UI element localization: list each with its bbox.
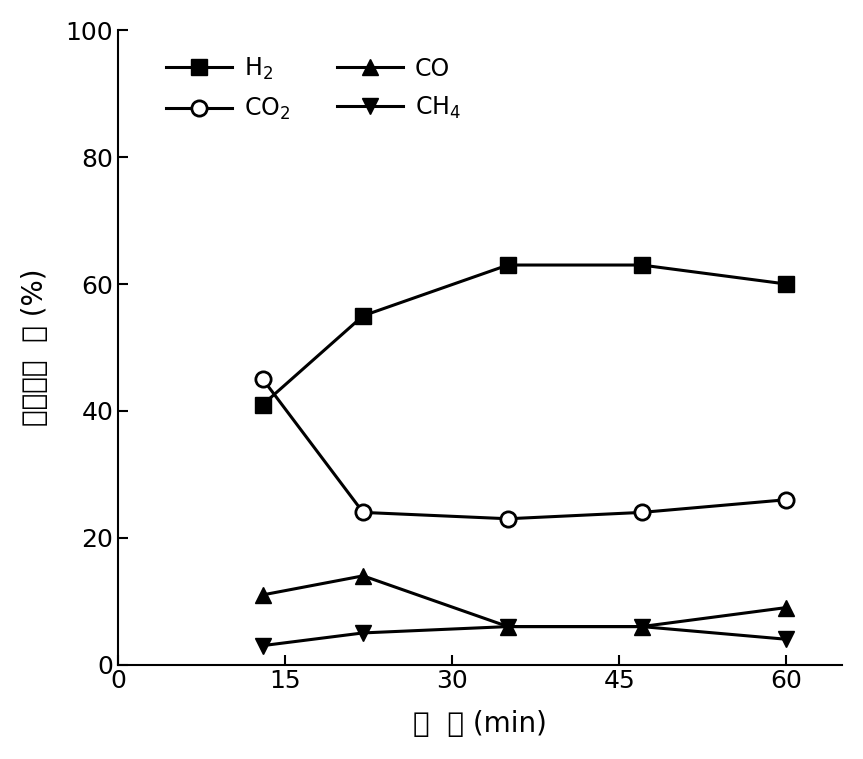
CH$_4$	[781, 635, 791, 644]
CO$_2$	[258, 375, 268, 384]
H$_2$	[636, 260, 646, 269]
CH$_4$	[503, 622, 513, 631]
CO$_2$	[358, 508, 369, 517]
CH$_4$	[636, 622, 646, 631]
CO	[358, 572, 369, 581]
Line: H$_2$: H$_2$	[255, 257, 794, 412]
CO	[503, 622, 513, 631]
Legend: H$_2$, CO$_2$, CO, CH$_4$: H$_2$, CO$_2$, CO, CH$_4$	[159, 49, 469, 129]
CO$_2$	[503, 514, 513, 523]
X-axis label: 时  间 (min): 时 间 (min)	[413, 710, 547, 739]
Line: CO: CO	[255, 568, 795, 635]
H$_2$	[503, 260, 513, 269]
CO	[636, 622, 646, 631]
Line: CH$_4$: CH$_4$	[255, 619, 795, 654]
CO	[781, 603, 791, 612]
Y-axis label: 出口气组  成 (%): 出口气组 成 (%)	[21, 269, 49, 427]
CO$_2$	[636, 508, 646, 517]
H$_2$	[258, 400, 268, 409]
H$_2$	[358, 311, 369, 320]
CO	[258, 591, 268, 600]
CO$_2$	[781, 495, 791, 504]
Line: CO$_2$: CO$_2$	[255, 372, 794, 527]
CH$_4$	[258, 641, 268, 650]
H$_2$	[781, 279, 791, 288]
CH$_4$	[358, 628, 369, 638]
